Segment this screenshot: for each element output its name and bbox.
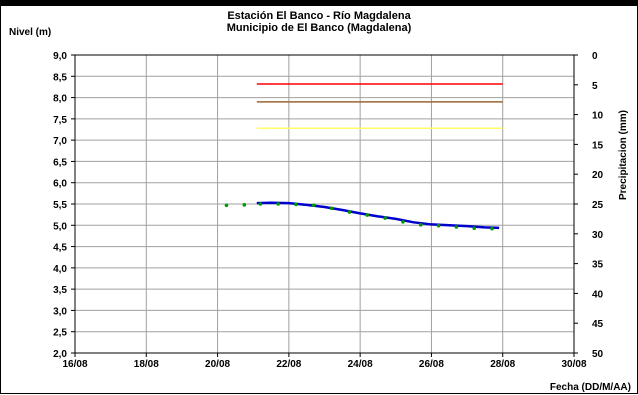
y2-tick-label: 40	[592, 289, 604, 300]
level-point	[258, 202, 263, 206]
y-tick-label: 3,5	[53, 285, 67, 296]
y2-tick-label: 20	[592, 170, 604, 181]
x-tick-label: 30/08	[561, 359, 586, 370]
level-point	[294, 202, 298, 207]
y2-tick-label: 35	[592, 260, 604, 271]
level-point	[224, 203, 229, 208]
y2-axis-title: Precipitacion (mm)	[618, 110, 629, 200]
y-tick-label: 5,5	[53, 200, 67, 211]
level-point	[347, 210, 352, 214]
level-point	[490, 226, 494, 231]
y-tick-label: 4,5	[53, 243, 67, 254]
level-point	[312, 203, 316, 208]
x-tick-label: 16/08	[62, 359, 87, 370]
y2-tick-label: 45	[592, 319, 604, 330]
y-tick-label: 4,0	[53, 264, 67, 275]
y2-tick-label: 25	[592, 200, 604, 211]
y-tick-label: 6,5	[53, 157, 67, 168]
y2-tick-label: 30	[592, 230, 604, 241]
level-point	[242, 203, 247, 207]
y2-tick-label: 5	[592, 81, 598, 92]
level-point	[418, 223, 423, 227]
x-axis-title: Fecha (DD/M/AA)	[549, 382, 631, 393]
y2-tick-label: 15	[592, 140, 604, 151]
y-tick-label: 9,0	[53, 51, 67, 62]
y-tick-label: 2,0	[53, 349, 67, 360]
level-point	[365, 213, 370, 217]
x-tick-label: 22/08	[276, 359, 301, 370]
y2-tick-label: 50	[592, 349, 604, 360]
y2-tick-label: 10	[592, 111, 604, 122]
y-tick-label: 7,0	[53, 136, 67, 147]
level-point	[329, 206, 334, 211]
y-axis-title: Nivel (m)	[9, 27, 52, 38]
x-tick-label: 18/08	[134, 359, 159, 370]
chart-title: Estación El Banco - Río Magdalena	[227, 10, 411, 22]
level-point	[436, 223, 441, 228]
y-tick-label: 5,0	[53, 221, 67, 232]
plot-area-border	[74, 54, 575, 354]
x-tick-label: 20/08	[205, 359, 230, 370]
y2-tick-label: 0	[592, 51, 598, 62]
level-point	[454, 225, 459, 229]
y-tick-label: 7,5	[53, 115, 67, 126]
level-point	[383, 216, 387, 220]
x-tick-label: 26/08	[419, 359, 444, 370]
y-tick-label: 3,0	[53, 306, 67, 317]
level-point	[472, 226, 477, 231]
y-tick-label: 6,0	[53, 179, 67, 190]
chart-subtitle: Municipio de El Banco (Magdalena)	[226, 22, 412, 34]
x-tick-label: 28/08	[490, 359, 515, 370]
y-tick-label: 8,0	[53, 94, 67, 105]
y-tick-label: 8,5	[53, 72, 67, 83]
level-point	[401, 220, 405, 224]
x-tick-label: 24/08	[348, 359, 373, 370]
y-tick-label: 2,5	[53, 328, 67, 339]
level-series-line	[256, 201, 500, 230]
level-point	[276, 202, 280, 206]
